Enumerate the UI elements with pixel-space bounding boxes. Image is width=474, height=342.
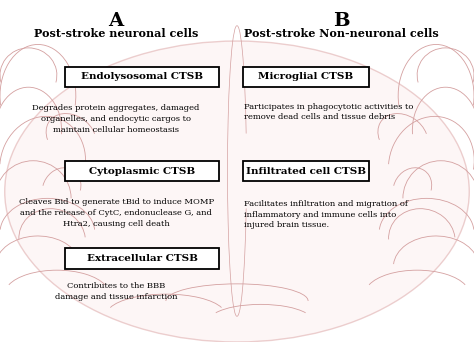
Text: Endolysosomal CTSB: Endolysosomal CTSB bbox=[81, 73, 203, 81]
FancyBboxPatch shape bbox=[243, 161, 369, 182]
Text: A: A bbox=[109, 12, 124, 30]
Text: Facilitates infiltration and migration of
inflammatory and immune cells into
inj: Facilitates infiltration and migration o… bbox=[244, 200, 408, 229]
Text: Post-stroke Non-neuronal cells: Post-stroke Non-neuronal cells bbox=[244, 28, 438, 39]
Text: Post-stroke neuronal cells: Post-stroke neuronal cells bbox=[34, 28, 198, 39]
FancyBboxPatch shape bbox=[65, 66, 219, 87]
Text: Infiltrated cell CTSB: Infiltrated cell CTSB bbox=[246, 167, 366, 175]
FancyBboxPatch shape bbox=[65, 161, 219, 182]
Text: Contributes to the BBB
damage and tissue infarction: Contributes to the BBB damage and tissue… bbox=[55, 282, 177, 301]
Text: Participates in phagocytotic activities to
remove dead cells and tissue debris: Participates in phagocytotic activities … bbox=[244, 103, 413, 121]
Text: Cleaves Bid to generate tBid to induce MOMP
and the release of CytC, endonucleas: Cleaves Bid to generate tBid to induce M… bbox=[18, 198, 214, 228]
Text: Extracellular CTSB: Extracellular CTSB bbox=[87, 254, 198, 263]
Text: Cytoplasmic CTSB: Cytoplasmic CTSB bbox=[89, 167, 195, 175]
Text: Degrades protein aggregates, damaged
organelles, and endocytic cargos to
maintai: Degrades protein aggregates, damaged org… bbox=[32, 104, 200, 134]
FancyBboxPatch shape bbox=[65, 248, 219, 269]
Ellipse shape bbox=[5, 41, 469, 342]
FancyBboxPatch shape bbox=[243, 66, 369, 87]
Text: B: B bbox=[333, 12, 350, 30]
Text: Microglial CTSB: Microglial CTSB bbox=[258, 73, 353, 81]
